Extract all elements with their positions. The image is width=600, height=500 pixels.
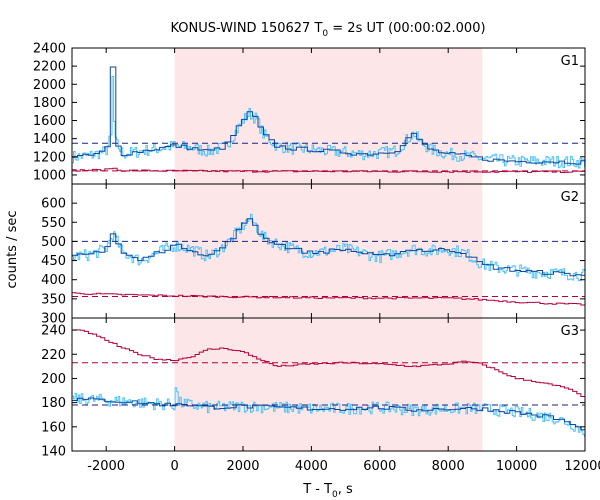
y-tick-label: 140 — [41, 445, 66, 460]
y-tick-label: 400 — [41, 273, 66, 288]
x-tick-label: 0 — [170, 459, 178, 474]
x-tick-label: 10000 — [496, 459, 537, 474]
x-tick-label: 8000 — [432, 459, 465, 474]
g1-rate-coarse — [72, 66, 585, 165]
text-layer: 10001200140016001800200022002400G1300350… — [5, 21, 600, 500]
axes-layer — [71, 47, 586, 452]
g3-background — [72, 329, 585, 397]
y-tick-label: 200 — [41, 372, 66, 387]
y-tick-label: 300 — [41, 312, 66, 327]
y-tick-label: 160 — [41, 420, 66, 435]
g3-frame — [71, 317, 586, 452]
series-layer — [72, 66, 585, 437]
x-tick-label: 6000 — [363, 459, 396, 474]
panel-label: G1 — [561, 54, 579, 69]
g3-rate-coarse — [72, 397, 585, 431]
x-tick-label: 4000 — [295, 459, 328, 474]
y-tick-label: 500 — [41, 235, 66, 250]
y-tick-label: 450 — [41, 254, 66, 269]
y-tick-label: 550 — [41, 216, 66, 231]
x-tick-label: 2000 — [226, 459, 259, 474]
y-tick-label: 1800 — [33, 96, 66, 111]
x-axis-label: T - T0, s — [302, 482, 353, 500]
y-tick-label: 1600 — [33, 114, 66, 129]
chart-title: KONUS-WIND 150627 T0 = 2s UT (00:00:02.0… — [170, 21, 485, 39]
y-tick-label: 2400 — [33, 42, 66, 57]
y-tick-label: 240 — [41, 324, 66, 339]
y-tick-label: 2000 — [33, 78, 66, 93]
x-tick-label: 12000 — [564, 459, 600, 474]
y-tick-label: 600 — [41, 197, 66, 212]
x-tick-label: -2000 — [87, 459, 125, 474]
panel-label: G3 — [561, 324, 579, 339]
g1-rate-fine — [72, 76, 585, 169]
y-tick-label: 1200 — [33, 150, 66, 165]
y-tick-label: 1000 — [33, 168, 66, 183]
y-tick-label: 220 — [41, 348, 66, 363]
g1-background — [72, 167, 585, 173]
y-tick-label: 1400 — [33, 132, 66, 147]
g2-background — [72, 292, 585, 306]
panel-label: G2 — [561, 190, 579, 205]
y-tick-label: 2200 — [33, 60, 66, 75]
y-axis-label: counts / sec — [5, 210, 20, 288]
g2-rate-coarse — [72, 218, 585, 277]
y-tick-label: 180 — [41, 396, 66, 411]
y-tick-label: 350 — [41, 292, 66, 307]
